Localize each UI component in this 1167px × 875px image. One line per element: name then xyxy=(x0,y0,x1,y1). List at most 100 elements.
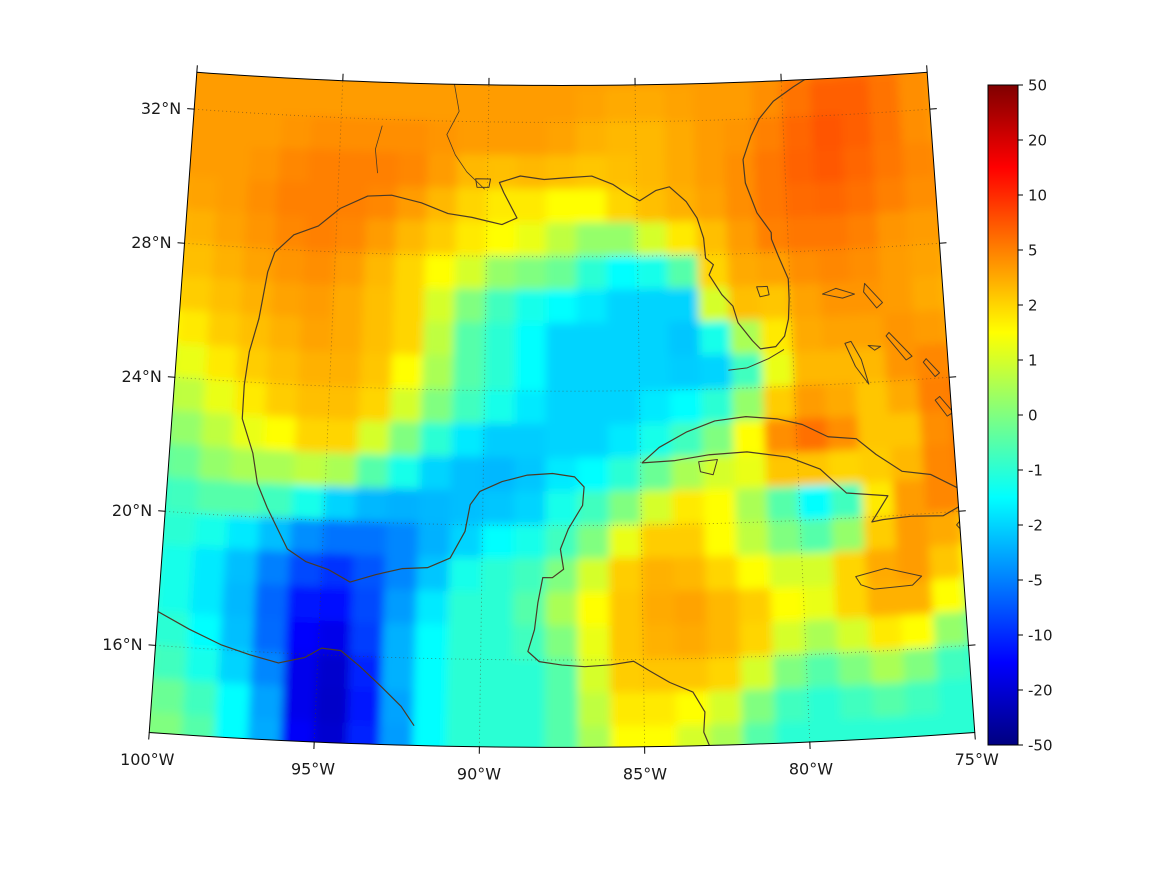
field-cell xyxy=(896,546,933,584)
field-cell xyxy=(368,118,401,155)
field-cell xyxy=(222,76,256,114)
field-cell xyxy=(424,254,457,291)
field-cell xyxy=(250,112,284,150)
field-cell xyxy=(304,216,338,253)
field-cell xyxy=(514,356,548,392)
field-cell xyxy=(901,141,936,179)
field-cell xyxy=(186,175,220,213)
field-cell xyxy=(381,656,417,693)
field-cell xyxy=(161,510,198,548)
field-cell xyxy=(705,589,741,626)
field-cell xyxy=(268,315,303,352)
field-cell xyxy=(311,81,344,119)
field-cell xyxy=(482,457,516,493)
field-cell xyxy=(848,246,882,284)
field-cell xyxy=(458,87,490,123)
field-cell xyxy=(725,185,758,222)
field-cell xyxy=(577,524,611,560)
y-tick xyxy=(187,108,195,110)
field-cell xyxy=(809,80,843,118)
y-tick-label: 24°N xyxy=(122,367,162,386)
field-cell xyxy=(190,108,225,146)
field-cell xyxy=(392,287,426,323)
florida-keys-coastline xyxy=(728,349,785,371)
field-cell xyxy=(605,87,637,123)
field-cell xyxy=(787,249,822,287)
field-cell xyxy=(928,544,965,582)
field-cell xyxy=(514,423,548,460)
field-cell xyxy=(274,214,308,252)
field-cell xyxy=(609,625,645,661)
field-cell xyxy=(546,222,578,258)
field-cell xyxy=(279,113,313,151)
field-cell xyxy=(806,686,843,723)
field-cell xyxy=(397,152,430,189)
field-cell xyxy=(220,110,254,148)
field-cell xyxy=(515,289,548,325)
field-cell xyxy=(798,484,833,522)
field-cell xyxy=(223,548,260,586)
field-cell xyxy=(516,121,549,157)
field-cell xyxy=(270,281,305,319)
field-cell xyxy=(839,78,872,116)
colorbar-tick-label: -10 xyxy=(1028,626,1053,644)
field-cell xyxy=(420,422,454,459)
field-cell xyxy=(356,453,391,490)
colorbar-tick-label: 10 xyxy=(1028,186,1047,204)
field-cell xyxy=(391,320,426,357)
field-cell xyxy=(698,287,732,323)
field-cell xyxy=(480,557,515,594)
field-cell xyxy=(545,390,579,426)
field-cell xyxy=(609,591,644,627)
field-cell xyxy=(919,410,955,448)
field-cell xyxy=(699,354,734,391)
field-cell xyxy=(396,186,429,223)
field-cell xyxy=(314,687,350,724)
x-tick-label: 95°W xyxy=(291,760,335,779)
field-cell xyxy=(414,623,450,660)
field-cell xyxy=(692,85,725,122)
field-cell xyxy=(164,476,200,515)
field-cell xyxy=(577,692,613,728)
field-cell xyxy=(724,151,757,188)
field-cell xyxy=(261,449,297,487)
field-cell xyxy=(634,120,667,157)
field-cell xyxy=(844,179,878,217)
field-cell xyxy=(544,726,580,748)
y-tick-right xyxy=(929,108,937,110)
field-cell xyxy=(924,476,960,515)
field-cell xyxy=(157,577,194,615)
field-cell xyxy=(453,322,487,358)
field-cell xyxy=(361,319,395,356)
field-cell xyxy=(281,80,315,118)
field-cell xyxy=(839,684,876,722)
field-cell xyxy=(426,153,460,190)
field-cell xyxy=(832,550,869,587)
field-cell xyxy=(266,348,302,386)
field-cell xyxy=(176,309,211,347)
map-area xyxy=(149,72,975,748)
field-cell xyxy=(878,244,913,282)
field-cell xyxy=(640,523,675,560)
field-cell xyxy=(913,309,948,347)
field-cell xyxy=(637,322,671,358)
field-cell xyxy=(894,512,931,550)
y-tick-right xyxy=(949,376,957,378)
x-tick-top xyxy=(196,65,198,73)
field-cell xyxy=(671,489,706,526)
field-cell xyxy=(763,418,799,456)
field-cell xyxy=(642,658,678,694)
field-cell xyxy=(514,390,548,426)
anomaly-field xyxy=(149,72,975,748)
field-cell xyxy=(211,244,246,282)
us-gulf-atlantic-coastline xyxy=(258,72,834,350)
field-cell xyxy=(387,454,422,491)
field-cell xyxy=(389,387,424,424)
field-cell xyxy=(771,620,807,657)
field-cell xyxy=(516,188,548,224)
field-cell xyxy=(281,686,318,723)
field-cell xyxy=(289,518,325,555)
field-cell xyxy=(864,548,901,586)
field-cell xyxy=(545,558,579,594)
field-cell xyxy=(213,211,248,248)
